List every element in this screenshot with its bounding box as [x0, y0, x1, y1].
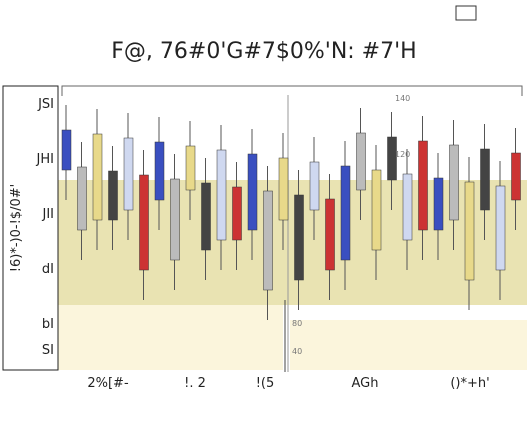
- inset-ticks: 140 120 80 40: [292, 94, 410, 356]
- box: [294, 194, 304, 281]
- box: [495, 185, 506, 271]
- x-ticks: 2%[#- !. 2 !(5 AGh ()*+h': [87, 376, 489, 391]
- box: [309, 161, 320, 211]
- band: [290, 320, 527, 370]
- box: [216, 149, 227, 241]
- inset-tick-label: 140: [395, 94, 410, 103]
- box: [123, 137, 134, 211]
- box: [449, 144, 459, 221]
- x-tick-label: 2%[#-: [87, 376, 129, 391]
- box: [371, 169, 382, 251]
- box: [92, 133, 103, 221]
- box: [418, 140, 428, 231]
- band: [58, 305, 283, 370]
- box: [480, 148, 490, 211]
- y-axis-label: !6)*-)0-!$/0#': [9, 184, 24, 272]
- box: [61, 129, 72, 171]
- x-tick-label: !(5: [256, 376, 275, 391]
- band: [58, 180, 527, 305]
- y-tick-label: JII: [41, 207, 54, 222]
- y-tick-label: SI: [42, 343, 54, 358]
- y-tick-label: bI: [42, 317, 54, 332]
- box: [511, 152, 521, 201]
- box: [170, 178, 180, 261]
- boxes: [61, 105, 521, 320]
- box: [139, 174, 149, 271]
- inset-tick-label: 80: [292, 319, 302, 328]
- y-axis-panel: [2, 85, 59, 371]
- plot-area: [58, 85, 527, 372]
- x-tick-label: !. 2: [184, 376, 206, 391]
- box: [340, 165, 351, 261]
- box: [263, 190, 273, 291]
- y-tick-label: JSI: [37, 97, 54, 112]
- box: [185, 145, 196, 191]
- box: [278, 157, 289, 221]
- box: [247, 153, 258, 231]
- inset-tick-label: 120: [395, 150, 410, 159]
- y-ticks: JSI JHI JII dI bI SI: [36, 97, 54, 358]
- x-tick-label: AGh: [352, 376, 379, 391]
- box: [108, 170, 118, 221]
- box: [325, 198, 335, 271]
- bracket: [61, 85, 523, 96]
- box: [464, 181, 475, 281]
- box: [77, 166, 87, 231]
- inset-tick-label: 40: [292, 347, 302, 356]
- y-tick-label: dI: [42, 262, 54, 277]
- chart-title: F@, 76#0'G#7$0%'N: #7'H: [111, 39, 416, 64]
- box: [387, 136, 397, 181]
- box: [154, 141, 165, 201]
- x-tick-label: ()*+h': [450, 376, 489, 391]
- box: [356, 132, 366, 191]
- box: [433, 177, 444, 231]
- checkbox[interactable]: [455, 5, 477, 21]
- box: [232, 186, 242, 241]
- y-tick-label: JHI: [36, 152, 54, 167]
- box: [402, 173, 413, 241]
- box: [201, 182, 211, 251]
